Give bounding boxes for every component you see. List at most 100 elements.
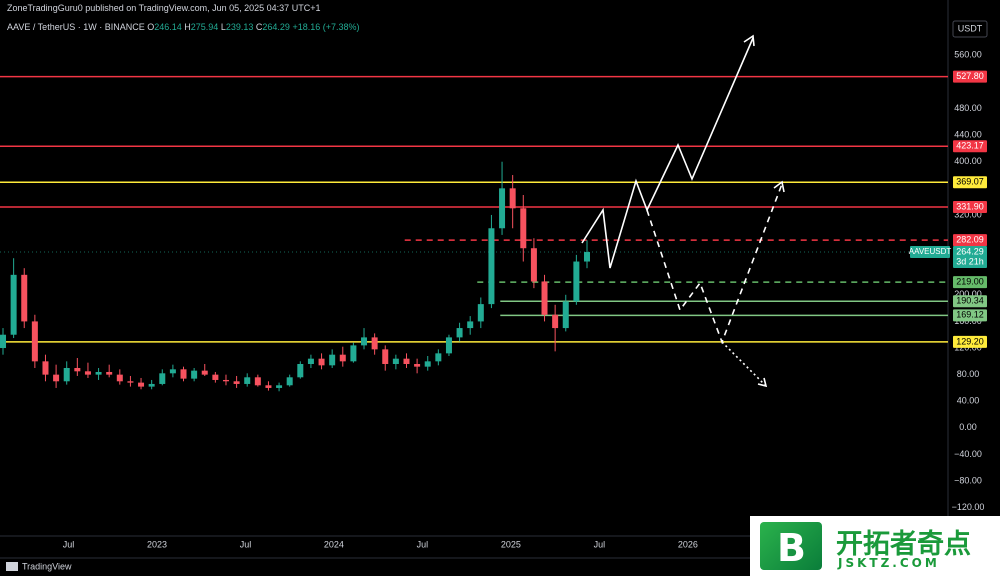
candle-body: [414, 363, 421, 367]
level-label-box: [953, 295, 987, 308]
brand: TradingView: [22, 561, 72, 571]
candle-body: [403, 358, 410, 364]
candle-body: [233, 381, 240, 384]
symbol-label: AAVEUSDT: [909, 247, 952, 256]
x-tick-label: Jul: [417, 539, 429, 549]
candle-body: [392, 358, 399, 364]
plot-area: [0, 75, 948, 392]
countdown: 3d 21h: [956, 256, 984, 266]
y-tick-label: 40.00: [957, 396, 980, 406]
level-label: 527.80: [956, 71, 984, 81]
currency: USDT: [958, 23, 983, 33]
ohlc-key: L: [220, 22, 226, 32]
projection: [581, 34, 785, 388]
y-tick-label: 0.00: [959, 422, 977, 432]
candle-body: [191, 370, 198, 379]
level-label-box: [953, 276, 987, 289]
ohlc-value: 275.94: [190, 22, 219, 32]
y-tick-label: 440.00: [954, 129, 982, 139]
candle-body: [361, 337, 368, 346]
level-label-box: [953, 140, 987, 153]
ohlc-value: 246.14: [154, 22, 182, 32]
candle-body: [552, 314, 559, 329]
candle-body: [445, 337, 452, 354]
candle-body: [307, 358, 314, 364]
x-tick-label: 2023: [147, 539, 167, 549]
level-label-box: [953, 335, 987, 348]
x-tick-label: 2025: [501, 539, 521, 549]
ohlc-key: O: [147, 22, 155, 32]
candle-body: [0, 334, 7, 349]
y-tick-label: 200.00: [954, 289, 982, 299]
level-label: 219.00: [956, 277, 984, 287]
candle-body: [212, 374, 219, 380]
projection-path: [581, 37, 754, 269]
candle-body: [169, 369, 176, 374]
watermark: B 开拓者奇点 JSKTZ.COM: [750, 516, 1000, 576]
projection-dotted: [721, 341, 767, 387]
y-tick-label: −80.00: [954, 475, 982, 485]
candle-body: [371, 337, 378, 350]
projection-dashed: [646, 183, 783, 345]
candle-body: [116, 374, 123, 382]
candle-body: [180, 369, 187, 379]
level-label: 190.34: [956, 296, 984, 306]
candle-body: [63, 367, 70, 382]
candle-body: [509, 188, 516, 209]
candle-body: [350, 345, 357, 362]
y-tick-label: 400.00: [954, 156, 982, 166]
y-tick-label: 80.00: [957, 369, 980, 379]
y-tick-label: 560.00: [954, 50, 982, 60]
x-tick-label: 2026: [678, 539, 698, 549]
candle-body: [31, 321, 38, 362]
currency-box[interactable]: [952, 20, 988, 38]
candle-body: [339, 354, 346, 362]
candle-body: [42, 361, 49, 375]
candle-body: [106, 371, 113, 375]
candle-body: [84, 371, 91, 375]
arrow-head: [773, 180, 785, 193]
arrow-head: [743, 34, 755, 47]
ohlc-key: C: [255, 22, 263, 32]
candle-body: [329, 354, 336, 366]
candle-body: [424, 361, 431, 367]
candle-body: [318, 358, 325, 366]
candle-body: [10, 274, 17, 335]
level-label-box: [953, 309, 987, 322]
candle-body: [244, 377, 251, 384]
candle-body: [276, 385, 283, 388]
level-label-box: [953, 176, 987, 189]
logo-letter: B: [777, 526, 806, 570]
symbol-box: [910, 246, 950, 259]
y-tick-label: −120.00: [952, 502, 985, 512]
level-label-box: [953, 70, 987, 83]
logo-icon: [6, 562, 18, 571]
watermark-url: JSKTZ.COM: [838, 556, 940, 570]
candle-body: [573, 261, 580, 302]
candle-body: [583, 252, 590, 262]
footer-logo: TradingView: [6, 561, 72, 571]
candle-body: [254, 377, 261, 386]
level-label: 129.20: [956, 336, 984, 346]
change: +18.16 (+7.38%): [292, 22, 360, 32]
x-tick-label: Jul: [63, 539, 75, 549]
candle-body: [488, 228, 495, 305]
last-price-box: [953, 246, 987, 269]
y-tick-label: −40.00: [954, 449, 982, 459]
y-tick-label: 480.00: [954, 103, 982, 113]
ohlc-value: 239.13: [225, 22, 254, 32]
level-label: 169.12: [956, 310, 984, 320]
candle-body: [520, 208, 527, 249]
candle-body: [53, 374, 60, 382]
candle-body: [541, 281, 548, 315]
level-label-box: [953, 201, 987, 214]
x-tick-label: Jul: [594, 539, 606, 549]
candle-body: [222, 379, 229, 382]
arrow-head: [757, 377, 768, 388]
symbol-line: AAVE / TetherUS · 1W · BINANCE O246.14 H…: [7, 22, 360, 32]
candle-body: [562, 301, 569, 329]
candle-body: [148, 383, 155, 387]
level-label: 282.09: [956, 235, 984, 245]
level-label: 369.07: [956, 177, 984, 187]
